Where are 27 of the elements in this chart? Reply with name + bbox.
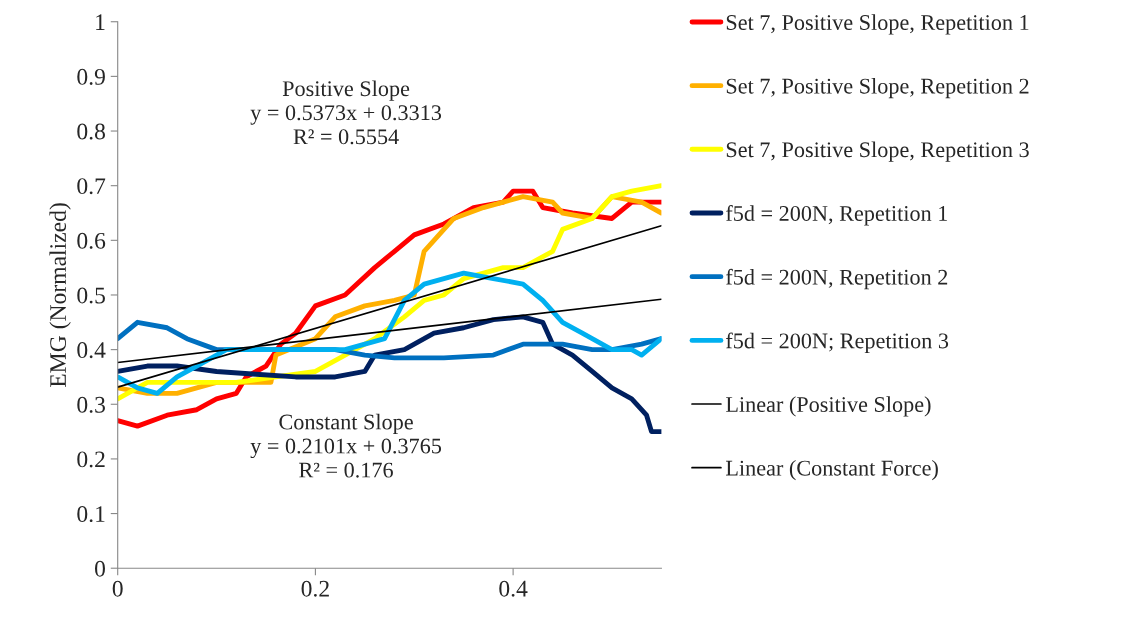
- annotation: Constant Slope y = 0.2101x + 0.3765 R² = 0.176: [250, 413, 442, 478]
- legend-label: Linear (Constant Force): [726, 459, 938, 481]
- legend-label: f5d = 200N, Repetition 2: [726, 268, 948, 290]
- y-axis-title: EMG (Normalized): [49, 203, 71, 388]
- legend-label: Set 7, Positive Slope, Repetition 3: [726, 141, 1029, 162]
- y-tick-label: 0.5: [77, 287, 105, 304]
- legend-label: Linear (Positive Slope): [726, 396, 931, 417]
- line-series: [117, 314, 662, 435]
- legend-label: f5d = 200N, Repetition 1: [726, 205, 948, 226]
- y-tick-label: 0: [94, 560, 105, 577]
- y-tick-label: 0.8: [77, 123, 105, 140]
- annotation: Positive Slope y = 0.5373x + 0.3313 R² = 0.5554: [250, 80, 442, 145]
- y-tick-label: 0.7: [77, 178, 106, 195]
- y-tick-label: 0.2: [77, 451, 105, 468]
- legend-label: Set 7, Positive Slope, Repetition 1: [726, 14, 1029, 35]
- y-tick-label: 0.1: [77, 506, 105, 523]
- line-series: [117, 270, 662, 396]
- y-tick-label: 0.9: [77, 68, 105, 85]
- x-tick-label: 0.4: [499, 580, 528, 597]
- x-tick-label: 0: [112, 580, 123, 597]
- y-tick-label: 0.3: [77, 396, 105, 413]
- legend-label: f5d = 200N; Repetition 3: [726, 332, 949, 353]
- y-tick-label: 1: [96, 14, 105, 30]
- y-tick-label: 0.4: [77, 342, 106, 359]
- x-tick-label: 0.2: [301, 580, 329, 597]
- legend-label: Set 7, Positive Slope, Repetition 2: [726, 77, 1029, 99]
- y-tick-label: 0.6: [77, 232, 106, 249]
